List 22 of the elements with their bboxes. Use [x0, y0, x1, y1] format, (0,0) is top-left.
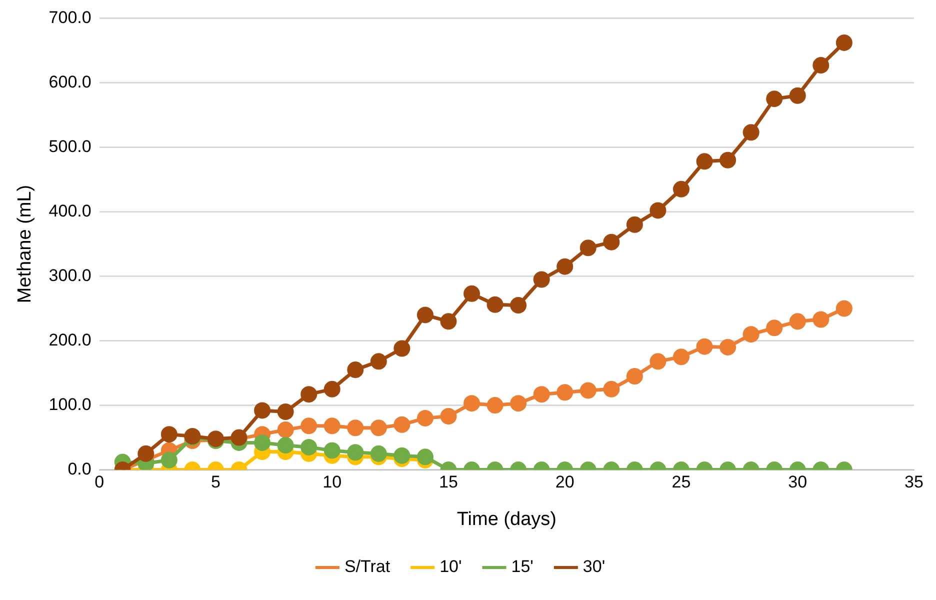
x-tick-label: 15 [439, 472, 458, 492]
x-tick-label: 5 [210, 472, 220, 492]
x-tick-label: 20 [555, 472, 574, 492]
x-tick-label: 25 [672, 472, 691, 492]
legend-label: 30' [582, 557, 606, 576]
x-axis-title: Time (days) [456, 508, 556, 530]
y-tick-label: 200.0 [48, 330, 92, 350]
legend-label: S/Trat [344, 557, 390, 576]
y-tick-label: 600.0 [48, 72, 92, 92]
y-axis-title: Methane (mL) [14, 184, 36, 304]
x-tick-label: 0 [94, 472, 104, 492]
x-tick-label: 10 [322, 472, 342, 492]
y-tick-label: 700.0 [48, 8, 92, 27]
y-tick-label: 500.0 [48, 136, 92, 156]
x-tick-label: 30 [788, 472, 808, 492]
y-tick-label: 100.0 [48, 394, 92, 414]
x-tick-label: 35 [904, 472, 924, 492]
y-tick-label: 400.0 [48, 201, 92, 220]
y-tick-label: 0.0 [68, 459, 92, 478]
y-tick-label: 300.0 [48, 266, 92, 285]
legend-label: 15' [511, 557, 534, 576]
legend-label: 10' [440, 557, 462, 576]
